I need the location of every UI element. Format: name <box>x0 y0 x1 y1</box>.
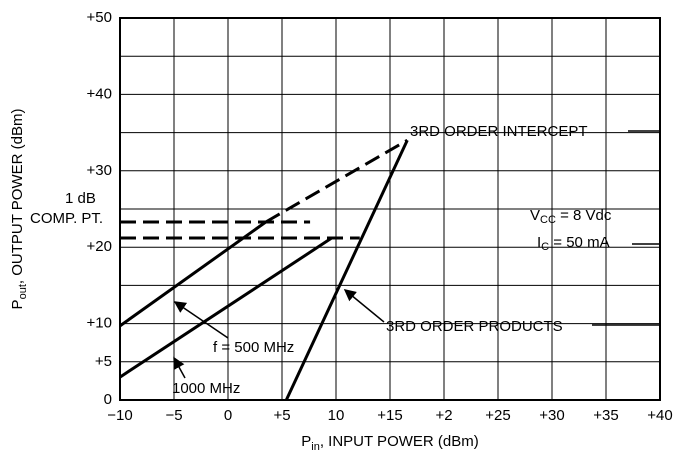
x-tick-label: +15 <box>377 407 402 424</box>
arrow <box>343 289 385 323</box>
series-label: 3RD ORDER PRODUCTS <box>386 318 563 335</box>
plot-frame <box>119 17 661 401</box>
x-tick-label: 10 <box>328 407 345 424</box>
x-tick-label: +5 <box>273 407 290 424</box>
x-tick-label: +40 <box>647 407 672 424</box>
x-tick-label: −5 <box>165 407 182 424</box>
arrow <box>173 356 186 379</box>
y-axis-label: Pout, OUTPUT POWER (dBm) <box>9 109 29 310</box>
x-tick-label: −10 <box>107 407 132 424</box>
series-label: 1000 MHz <box>172 380 240 397</box>
series-line <box>284 139 409 401</box>
annotation: 3RD ORDER INTERCEPT <box>410 123 588 140</box>
series-line <box>119 236 333 379</box>
annotation: 1 dB <box>65 190 96 207</box>
annotation: VCC = 8 Vdc <box>530 207 612 226</box>
y-tick-label: +20 <box>87 238 112 255</box>
series-label: f = 500 MHz <box>213 339 294 356</box>
x-axis-label: Pin, INPUT POWER (dBm) <box>301 433 478 453</box>
x-tick-label: +35 <box>593 407 618 424</box>
x-tick-label: 0 <box>224 407 232 424</box>
y-tick-label: +40 <box>87 85 112 102</box>
y-tick-label: +5 <box>95 353 112 370</box>
y-tick-label: 0 <box>104 391 112 408</box>
x-tick-label: +2 <box>435 407 452 424</box>
y-tick-label: +50 <box>87 9 112 26</box>
y-tick-label: +10 <box>87 315 112 332</box>
y-tick-label: +30 <box>87 162 112 179</box>
annotation: IC = 50 mA <box>537 234 610 253</box>
x-tick-label: +30 <box>539 407 564 424</box>
dashed-line <box>265 138 409 224</box>
annotation: COMP. PT. <box>30 210 103 227</box>
x-tick-label: +25 <box>485 407 510 424</box>
arrow <box>173 301 229 339</box>
